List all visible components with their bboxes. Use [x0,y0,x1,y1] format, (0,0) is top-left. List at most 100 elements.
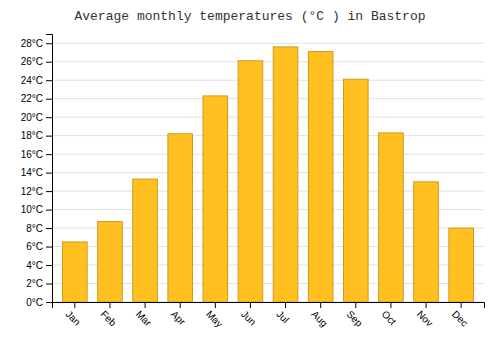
tick-mark [46,265,52,266]
tick-mark [320,302,321,308]
tick-label: May [204,308,225,329]
grid-line [52,43,484,44]
tick: 16°C [21,149,52,160]
bar [203,96,228,302]
tick-label: Jun [239,308,258,327]
tick-label: Sep [344,308,365,329]
bar [238,61,263,302]
tick-label: Aug [309,308,329,328]
tick-mark [461,302,462,308]
tick-mark [46,284,52,285]
tick-label: Dec [450,308,470,328]
bar [308,52,333,302]
tick: Jul [274,302,291,325]
tick: 22°C [21,93,52,104]
tick: 4°C [26,260,52,271]
tick: 20°C [21,112,52,123]
tick-mark [74,302,75,308]
tick: 2°C [26,278,52,289]
tick-mark [46,210,52,211]
tick-mark [46,173,52,174]
bar [63,242,88,302]
tick-mark [250,302,251,308]
tick: Sep [344,302,365,329]
tick-label: 8°C [26,223,43,234]
bar [414,182,439,302]
tick: Nov [415,302,435,329]
tick: Feb [99,302,119,329]
bar [168,134,193,302]
tick-label: Jan [64,308,83,327]
tick-label: 14°C [21,167,43,178]
tick-mark [46,43,52,44]
tick-mark [46,136,52,137]
tick-mark [46,62,52,63]
tick: Apr [169,302,188,328]
tick: Dec [450,302,470,329]
tick: Jun [239,302,258,328]
bar [273,47,298,302]
tick-label: Nov [415,308,435,328]
tick-mark [285,302,286,308]
tick-mark [355,302,356,308]
tick-label: 10°C [21,204,43,215]
grid-line [52,61,484,62]
tick-label: 2°C [26,278,43,289]
grid-line [52,98,484,99]
grid-line [52,172,484,173]
tick-label: 22°C [21,93,43,104]
tick-label: 6°C [26,241,43,252]
tick: 24°C [21,75,52,86]
tick-label: Mar [134,308,154,328]
bar [344,79,369,302]
tick: 14°C [21,167,52,178]
tick-mark [46,117,52,118]
bar [98,222,123,302]
tick-mark [180,302,181,308]
tick-label: 12°C [21,186,43,197]
chart: 0°C 2°C 4°C 6°C 8°C 10°C 12°C 14°C 16°C 18°C 20°C 2… [0,0,500,350]
tick-mark [46,228,52,229]
title: Average monthly temperatures (°C ) in Ba… [74,9,425,24]
tick: 26°C [21,56,52,67]
tick: Oct [380,302,399,327]
tick-mark [215,302,216,308]
tick-mark [390,302,391,308]
grid-line [52,154,484,155]
tick-mark [46,247,52,248]
tick-label: 16°C [21,149,43,160]
axis-line [53,303,485,309]
tick-mark [46,99,52,100]
grid-line [52,80,484,81]
x-axis: Jan Feb Mar Apr May Jun Jul Aug Sep Oct Nov Dec [53,302,485,330]
tick: May [204,302,225,330]
tick-label: Oct [380,308,399,327]
tick: 12°C [21,186,52,197]
tick-label: 0°C [26,297,43,308]
tick: 28°C [21,38,52,49]
tick-mark [145,302,146,308]
grid-line [52,135,484,136]
tick: 0°C [26,297,52,308]
tick-label: 24°C [21,75,43,86]
plot: 0°C 2°C 4°C 6°C 8°C 10°C 12°C 14°C 16°C 18°C 20°C 2… [21,35,485,330]
tick: Aug [309,302,329,329]
tick-label: Feb [99,308,119,328]
bars [63,47,474,302]
tick: 18°C [21,130,52,141]
tick-label: 28°C [21,38,43,49]
tick-label: 20°C [21,112,43,123]
bar [379,133,404,302]
bar [133,179,158,302]
tick-label: 26°C [21,56,43,67]
tick-mark [46,80,52,81]
grid [52,43,484,302]
tick-mark [46,154,52,155]
bar [449,228,474,302]
axis-line [46,35,53,303]
tick-mark [46,191,52,192]
tick-label: Apr [169,308,188,327]
tick: Mar [134,302,154,329]
tick: 8°C [26,223,52,234]
tick: Jan [64,302,83,328]
